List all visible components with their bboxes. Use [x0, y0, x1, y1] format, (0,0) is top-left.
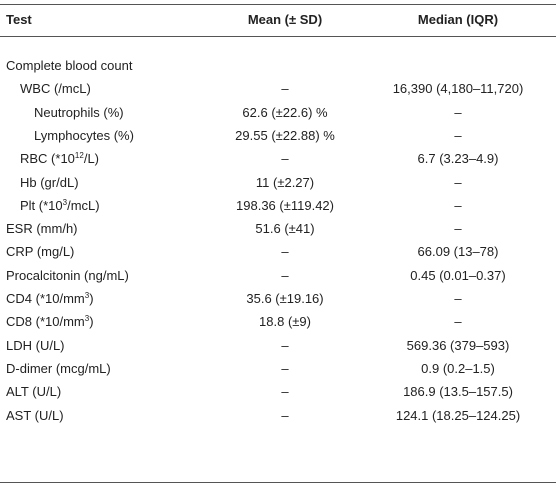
text-part: RBC (*10 [20, 151, 75, 167]
mean-cell: – [281, 360, 289, 376]
median-cell: – [454, 221, 462, 237]
text-part: CD8 (*10/mm [6, 314, 85, 330]
mean-cell: – [281, 267, 289, 283]
median-cell: 0.45 (0.01–0.37) [410, 267, 506, 283]
mean-cell: 51.6 (±41) [255, 221, 315, 237]
text-part: ) [89, 291, 94, 306]
test-cell: CD8 (*10/mm3) [6, 314, 94, 330]
superscript: 3 [84, 291, 90, 300]
mean-cell: – [281, 244, 289, 260]
median-cell: – [454, 104, 462, 120]
mean-cell: – [281, 384, 289, 400]
median-cell: 16,390 (4,180–11,720) [392, 81, 524, 97]
test-cell: WBC (/mcL) [20, 81, 91, 97]
median-cell: 569.36 (379–593) [406, 337, 510, 353]
test-cell: CRP (mg/L) [6, 244, 75, 260]
mean-cell: 18.8 (±9) [259, 314, 311, 330]
test-cell: AST (U/L) [6, 407, 64, 423]
mean-cell: 11 (±2.27) [255, 174, 315, 190]
header-rule [0, 36, 556, 37]
median-cell: 66.09 (13–78) [417, 244, 499, 260]
mean-cell: 62.6 (±22.6) % [242, 104, 328, 120]
mean-cell: 198.36 (±119.42) [236, 197, 334, 213]
test-cell: D-dimer (mcg/mL) [6, 360, 111, 376]
superscript: 3 [84, 314, 90, 324]
mean-cell: 29.55 (±22.88) % [235, 127, 335, 143]
median-cell: – [454, 127, 462, 143]
mean-cell: – [281, 81, 289, 97]
median-cell: 0.9 (0.2–1.5) [421, 360, 495, 376]
median-cell: 6.7 (3.23–4.9) [417, 151, 499, 167]
median-cell: – [454, 314, 462, 330]
header-cell: Median (IQR) [417, 12, 499, 27]
header-cell: Test [6, 12, 32, 27]
mean-cell: – [281, 407, 289, 423]
text-part: CD4 (*10/mm [6, 291, 85, 306]
text-part: Plt (*10 [20, 197, 63, 213]
mean-cell: – [281, 337, 289, 353]
test-cell: Procalcitonin (ng/mL) [6, 267, 129, 283]
test-cell: Lymphocytes (%) [34, 127, 134, 143]
test-cell: Complete blood count [6, 58, 133, 73]
mean-cell: – [281, 151, 289, 167]
median-cell: – [454, 197, 462, 213]
superscript: 3 [62, 197, 68, 207]
test-cell: Hb (gr/dL) [20, 174, 79, 190]
median-cell: 124.1 (18.25–124.25) [395, 407, 521, 423]
superscript: 12 [74, 151, 84, 161]
test-cell: LDH (U/L) [6, 337, 65, 353]
mean-cell: 35.6 (±19.16) [246, 291, 324, 306]
top-rule [0, 4, 556, 5]
test-cell: CD4 (*10/mm3) [6, 291, 94, 307]
test-cell: Neutrophils (%) [34, 104, 124, 120]
bottom-rule [0, 482, 556, 483]
test-cell: ALT (U/L) [6, 384, 62, 400]
test-cell: ESR (mm/h) [6, 221, 78, 237]
median-cell: 186.9 (13.5–157.5) [403, 384, 513, 400]
median-cell: – [454, 174, 462, 190]
test-cell: Plt (*103/mcL) [20, 198, 100, 214]
text-part: ) [89, 314, 94, 330]
text-part: /L) [83, 151, 99, 167]
text-part: /mcL) [67, 197, 100, 213]
test-cell: RBC (*1012/L) [20, 151, 99, 167]
header-cell: Mean (± SD) [247, 12, 323, 27]
median-cell: – [454, 291, 462, 306]
